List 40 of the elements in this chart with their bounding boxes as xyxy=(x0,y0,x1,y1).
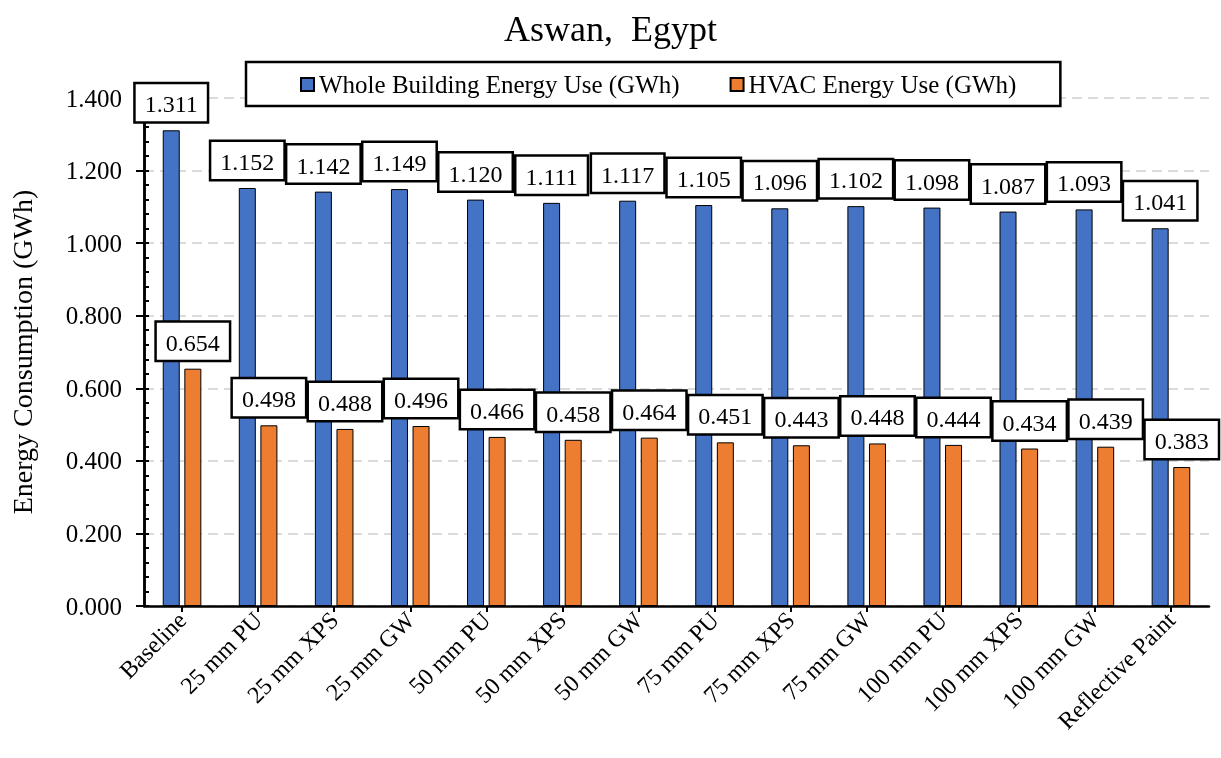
data-label: 1.041 xyxy=(1133,189,1188,216)
data-label: 0.488 xyxy=(317,389,372,416)
y-tick-label: 1.000 xyxy=(65,229,122,257)
y-axis-title: Energy Consumption (GWh) xyxy=(6,189,38,515)
data-label: 1.120 xyxy=(448,160,503,187)
y-tick-label: 0.200 xyxy=(65,519,122,547)
data-label: 1.098 xyxy=(904,168,959,195)
y-tick-label: 0.000 xyxy=(65,592,122,620)
data-label: 0.451 xyxy=(698,403,753,430)
data-label: 1.117 xyxy=(601,161,655,188)
data-label: 0.439 xyxy=(1078,407,1133,434)
y-tick-label: 0.400 xyxy=(65,447,122,475)
data-label: 0.448 xyxy=(850,404,905,431)
y-tick-label: 1.400 xyxy=(65,84,122,112)
data-label: 0.496 xyxy=(394,387,449,414)
data-label: 1.105 xyxy=(676,166,731,193)
data-label: 1.149 xyxy=(372,150,427,177)
data-label: 0.443 xyxy=(774,406,829,433)
legend-label: HVAC Energy Use (GWh) xyxy=(748,71,1017,99)
legend-label: Whole Building Energy Use (GWh) xyxy=(319,71,680,99)
chart-title: Aswan, Egypt xyxy=(504,9,717,49)
data-label: 0.444 xyxy=(926,405,981,432)
data-label: 1.142 xyxy=(296,152,351,179)
data-label: 0.434 xyxy=(1002,409,1057,436)
data-label: 1.152 xyxy=(220,148,275,175)
data-label: 0.466 xyxy=(470,397,525,424)
data-label: 1.111 xyxy=(525,163,578,190)
data-label: 0.464 xyxy=(622,398,677,425)
data-label: 0.383 xyxy=(1154,428,1209,455)
data-label: 0.654 xyxy=(165,329,220,356)
y-tick-label: 0.600 xyxy=(65,374,122,402)
data-label: 0.498 xyxy=(241,386,296,413)
y-tick-label: 1.200 xyxy=(65,157,122,185)
data-label: 1.087 xyxy=(981,172,1036,199)
data-label: 1.102 xyxy=(828,167,883,194)
y-tick-label: 0.800 xyxy=(65,302,122,330)
data-label: 1.096 xyxy=(752,169,807,196)
data-label: 0.458 xyxy=(546,400,601,427)
data-label: 1.093 xyxy=(1057,170,1112,197)
data-label: 1.311 xyxy=(144,91,198,118)
